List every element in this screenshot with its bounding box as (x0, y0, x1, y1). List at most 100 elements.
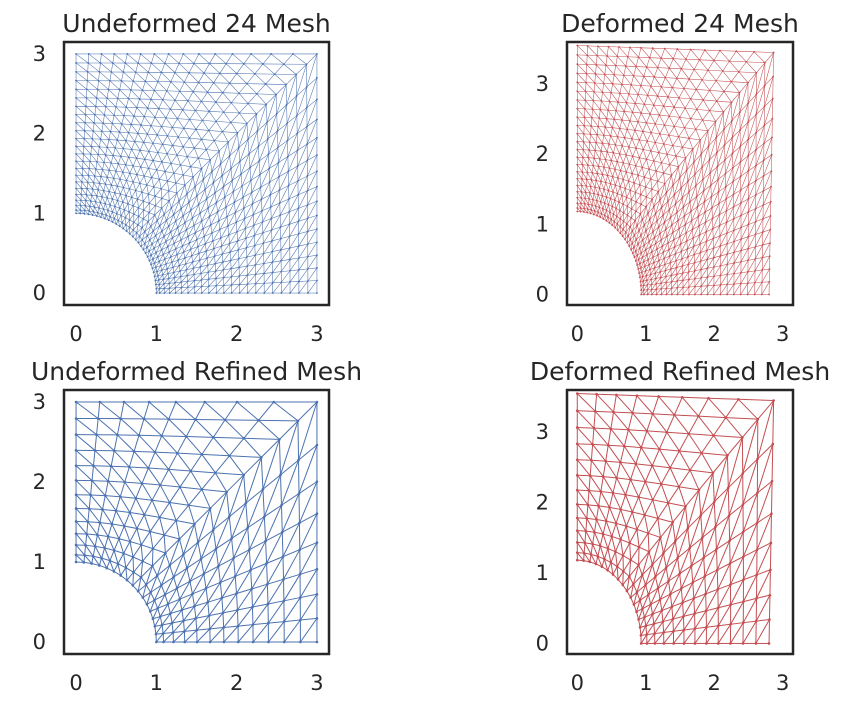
mesh-edge (281, 270, 291, 283)
mesh-edge (599, 201, 602, 208)
mesh-edge (170, 221, 176, 233)
mesh-edge (615, 136, 618, 145)
mesh-node (154, 234, 157, 237)
mesh-edge (733, 272, 741, 274)
mesh-node (80, 199, 82, 202)
mesh-edge (154, 214, 158, 221)
mesh-node (117, 219, 120, 222)
mesh-edge (695, 167, 703, 186)
mesh-edge (763, 118, 773, 144)
mesh-node (124, 216, 127, 219)
mesh-edge (633, 75, 644, 77)
mesh-edge (659, 114, 670, 117)
mesh-edge (239, 112, 257, 115)
mesh-node (698, 224, 700, 227)
mesh-edge (747, 270, 756, 284)
mesh-edge (688, 78, 697, 90)
mesh-edge (650, 273, 656, 280)
mesh-edge (184, 217, 193, 224)
mesh-node (75, 79, 77, 82)
mesh-node (101, 212, 103, 215)
mesh-edge (731, 71, 740, 82)
mesh-edge (207, 256, 215, 266)
mesh-edge (153, 240, 159, 249)
mesh-edge (163, 273, 169, 280)
mesh-node (228, 242, 231, 245)
mesh-node (160, 269, 163, 272)
mesh-edge (143, 243, 145, 250)
mesh-node (163, 292, 166, 294)
mesh-edge (756, 62, 766, 73)
mesh-node (654, 272, 657, 275)
mesh-edge (637, 85, 642, 95)
mesh-edge (289, 208, 299, 225)
mesh-edge (87, 175, 89, 183)
mesh-node (687, 263, 690, 266)
mesh-node (688, 286, 690, 288)
mesh-node (160, 161, 163, 163)
mesh-node (740, 249, 742, 252)
mesh-edge (143, 203, 150, 211)
mesh-edge (289, 281, 300, 294)
mesh-edge (307, 186, 318, 205)
mesh-edge (157, 152, 168, 155)
mesh-node (109, 79, 111, 82)
mesh-node (754, 258, 757, 260)
mesh-node (174, 182, 177, 184)
mesh-edge (236, 231, 238, 241)
mesh-node (306, 230, 309, 233)
mesh-edge (630, 190, 632, 200)
mesh-edge (162, 144, 168, 154)
mesh-edge (630, 243, 633, 250)
mesh-node (154, 279, 157, 282)
mesh-node (655, 282, 658, 285)
mesh-edge (666, 145, 674, 155)
mesh-edge (149, 235, 156, 241)
mesh-edge (619, 119, 623, 129)
mesh-node (672, 238, 675, 241)
mesh-node (668, 255, 671, 258)
mesh-edge (197, 243, 206, 247)
mesh-edge (201, 279, 209, 287)
mesh-edge (713, 255, 721, 258)
mesh-node (148, 211, 151, 214)
mesh-node (740, 260, 742, 263)
mesh-edge (700, 250, 708, 253)
mesh-edge (238, 147, 241, 162)
mesh-edge (246, 83, 257, 95)
mesh-edge (682, 271, 689, 281)
mesh-edge (173, 270, 181, 273)
mesh-edge (93, 182, 100, 184)
mesh-edge (147, 133, 158, 136)
mesh-node (171, 144, 174, 147)
mesh-edge (119, 201, 123, 209)
mesh-edge (146, 184, 149, 195)
mesh-edge (673, 126, 679, 137)
mesh-edge (168, 53, 180, 64)
mesh-node (132, 229, 135, 231)
mesh-edge (605, 159, 610, 169)
mesh-edge (629, 164, 633, 174)
mesh-edge (141, 191, 149, 195)
mesh-node (692, 237, 695, 239)
mesh-edge (177, 136, 184, 147)
mesh-edge (635, 57, 639, 67)
mesh-node (103, 217, 106, 220)
mesh-edge (594, 157, 600, 160)
mesh-node (75, 187, 77, 190)
mesh-edge (672, 185, 675, 195)
mesh-edge (608, 198, 611, 205)
mesh-node (297, 220, 300, 223)
mesh-edge (208, 278, 217, 280)
mesh-edge (173, 214, 176, 222)
mesh-edge (278, 156, 289, 177)
mesh-edge (655, 233, 661, 244)
mesh-edge (610, 183, 614, 193)
mesh-edge (206, 140, 215, 150)
mesh-edge (247, 93, 257, 104)
mesh-edge (682, 264, 689, 274)
mesh-edge (687, 162, 695, 182)
mesh-node (182, 214, 184, 217)
mesh-edge (101, 131, 110, 140)
mesh-edge (709, 90, 724, 92)
